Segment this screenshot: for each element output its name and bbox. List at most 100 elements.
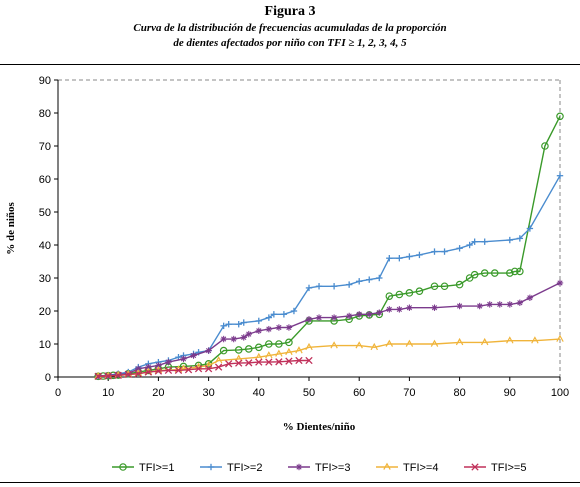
series-4	[94, 334, 564, 380]
figure-subtitle-line2: de dientes afectados por niño con TFI ≥ …	[173, 37, 407, 49]
data-point	[516, 235, 524, 242]
x-tick-label: 80	[453, 387, 465, 399]
data-point	[486, 301, 493, 308]
data-point	[506, 336, 514, 344]
data-point	[255, 358, 263, 366]
x-axis-label: % Dientes/niño	[283, 421, 356, 433]
y-tick-label: 50	[39, 207, 51, 219]
data-point	[124, 370, 132, 379]
x-tick-label: 100	[551, 387, 569, 399]
data-point	[506, 301, 513, 308]
data-point	[416, 251, 423, 259]
data-point	[285, 324, 293, 331]
data-point	[240, 319, 247, 326]
data-point	[415, 287, 424, 296]
data-point	[476, 302, 483, 310]
data-point	[265, 358, 273, 366]
legend-marker	[119, 463, 127, 471]
data-point	[275, 324, 283, 331]
x-tick-label: 0	[55, 387, 61, 399]
data-point	[220, 322, 227, 330]
legend-label: TFI>=2	[227, 462, 262, 474]
data-point	[470, 270, 479, 279]
data-point	[386, 255, 393, 262]
legend-item: TFI>=1	[112, 462, 174, 474]
data-point	[305, 342, 313, 351]
data-point	[430, 282, 439, 291]
y-tick-label: 80	[39, 108, 51, 120]
data-point	[255, 317, 262, 325]
data-point	[275, 358, 283, 366]
y-tick-label: 70	[39, 141, 51, 153]
y-tick-label: 60	[39, 174, 51, 186]
data-point	[480, 269, 489, 277]
legend-marker	[295, 463, 303, 471]
data-point	[255, 327, 262, 334]
data-point	[556, 334, 564, 342]
x-tick-label: 20	[152, 387, 164, 399]
data-point	[526, 294, 534, 301]
data-point	[506, 236, 513, 244]
data-point	[134, 370, 142, 378]
legend-label: TFI>=3	[315, 462, 350, 474]
data-point	[220, 335, 227, 343]
axes-layer: 0 10 20 30 40 50 60 70 80 90 0 10 20 30 40 50 60 70 80 90 10…	[39, 75, 569, 399]
data-point	[184, 366, 193, 374]
x-tick-label: 50	[303, 387, 315, 399]
series-5	[94, 356, 313, 380]
data-point	[290, 307, 298, 315]
series-line	[98, 282, 561, 377]
data-point	[490, 269, 499, 277]
y-tick-label: 0	[45, 372, 51, 384]
x-tick-label: 30	[202, 387, 214, 399]
y-tick-label: 20	[39, 306, 51, 318]
data-point	[245, 359, 253, 367]
data-point	[330, 314, 338, 321]
data-point	[190, 352, 197, 359]
top-rule	[0, 64, 580, 65]
legend-item: TFI>=3	[288, 462, 350, 474]
y-tick-label: 40	[39, 240, 51, 252]
data-point	[94, 372, 102, 380]
data-point	[165, 358, 172, 366]
legend-marker	[383, 462, 391, 470]
x-tick-label: 90	[504, 387, 516, 399]
data-point	[204, 365, 213, 373]
data-point	[330, 341, 338, 349]
data-point	[234, 354, 243, 362]
data-point	[235, 359, 243, 367]
x-tick-label: 60	[353, 387, 365, 399]
data-point	[556, 279, 564, 287]
data-point	[225, 360, 233, 368]
data-point	[154, 367, 163, 375]
data-point	[556, 172, 564, 179]
data-point	[265, 314, 273, 321]
data-point	[245, 330, 252, 338]
bottom-rule	[0, 482, 580, 483]
data-point	[345, 312, 353, 320]
data-point	[219, 346, 228, 355]
data-point	[356, 311, 363, 318]
data-point	[214, 356, 223, 364]
data-point	[531, 336, 539, 344]
data-point	[285, 347, 293, 356]
legend-item: TFI>=4	[376, 462, 438, 474]
data-point	[230, 335, 237, 343]
legend-label: TFI>=4	[403, 462, 438, 474]
data-point	[265, 325, 273, 333]
series-3	[94, 279, 564, 380]
data-point	[471, 238, 478, 245]
y-tick-label: 10	[39, 339, 51, 351]
data-point	[406, 253, 413, 260]
data-point	[385, 292, 394, 300]
data-point	[556, 112, 564, 121]
legend-item: TFI>=5	[464, 462, 526, 474]
data-point	[456, 302, 463, 310]
data-point	[466, 241, 473, 249]
figure-subtitle-line1: Curva de la distribución de frecuencias …	[133, 22, 447, 34]
data-point	[265, 351, 273, 359]
data-point	[395, 290, 404, 299]
data-point	[254, 343, 263, 352]
y-axis-label: % de niños	[5, 201, 17, 254]
y-tick-label: 90	[39, 75, 51, 87]
